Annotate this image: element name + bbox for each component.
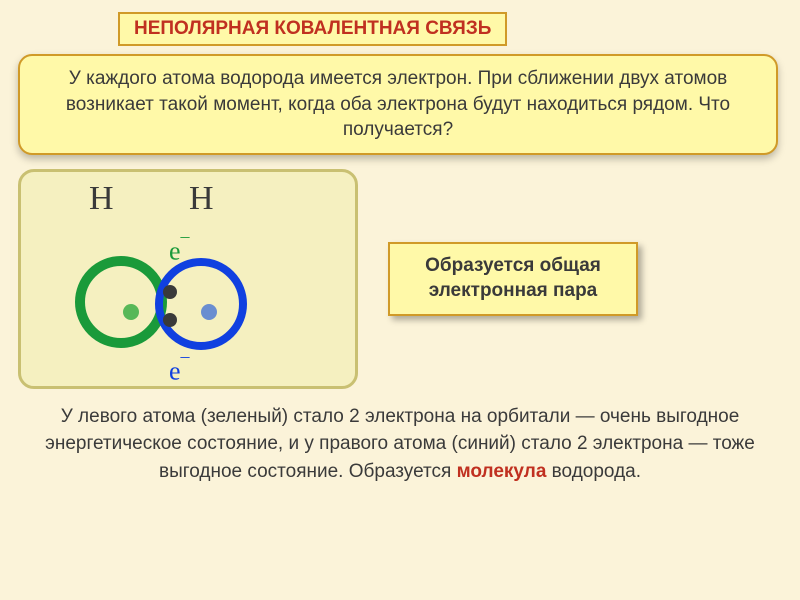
footer-text: У левого атома (зеленый) стало 2 электро… [18,403,782,486]
atom-label-h2: Н [189,180,214,218]
orbit-left [75,256,167,348]
electron-label-top: е– [169,234,190,267]
result-line1: Образуется общая [425,255,601,276]
slide-title: НЕПОЛЯРНАЯ КОВАЛЕНТНАЯ СВЯЗЬ [118,12,507,46]
result-box: Образуется общая электронная пара [388,242,638,315]
shared-electron-1 [163,285,177,299]
intro-box: У каждого атома водорода имеется электро… [18,54,778,155]
shared-electron-2 [163,313,177,327]
intro-text: У каждого атома водорода имеется электро… [66,68,730,140]
mid-row: Н Н е– е– Образуется общая электронная п… [18,169,782,389]
title-text: НЕПОЛЯРНАЯ КОВАЛЕНТНАЯ СВЯЗЬ [134,18,491,39]
slide-root: НЕПОЛЯРНАЯ КОВАЛЕНТНАЯ СВЯЗЬ У каждого а… [0,0,800,600]
footer-highlight: молекула [457,461,547,482]
footer-pre: У левого атома (зеленый) стало 2 электро… [45,406,755,482]
orbit-right [155,258,247,350]
atom-diagram: Н Н е– е– [18,169,358,389]
result-line2: электронная пара [429,280,598,301]
electron-label-bottom: е– [169,354,190,387]
atom-label-h1: Н [89,180,114,218]
nucleus-right [201,304,217,320]
footer-post: водорода. [546,461,641,482]
nucleus-left [123,304,139,320]
